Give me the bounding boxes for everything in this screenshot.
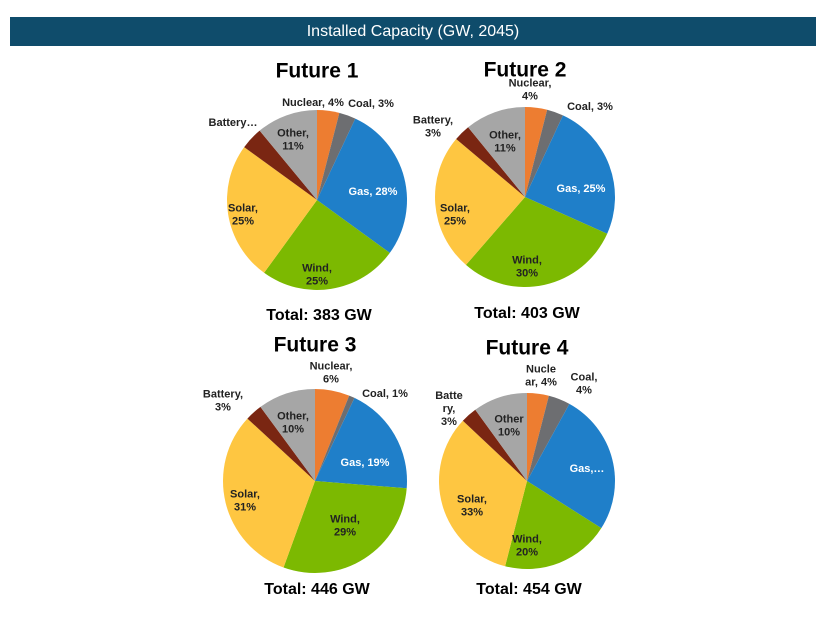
slice-label: Other 10% [494, 413, 524, 438]
chart-title: Future 4 [486, 337, 569, 360]
slice-label: Nuclear, 4% [509, 77, 552, 102]
slice-label: Wind, 30% [512, 254, 542, 279]
slice-label: Gas, 28% [349, 186, 398, 198]
total-label: Total: 454 GW [476, 581, 582, 598]
pie-slice [317, 118, 407, 253]
chart-title: Future 3 [274, 334, 357, 357]
slice-label: Coal, 4% [571, 371, 598, 396]
total-label: Total: 383 GW [266, 307, 372, 324]
pie-slice [317, 112, 356, 200]
pie-slice [264, 200, 390, 290]
pie-slice [223, 418, 315, 568]
slice-label: Solar, 33% [457, 493, 487, 518]
pie-slice [244, 130, 317, 200]
pie-slice [527, 403, 615, 529]
pie-slice [317, 110, 340, 200]
slice-label: Battery… [209, 117, 258, 129]
pie-slice [315, 395, 355, 481]
slice-label: Nuclear, 4% [282, 97, 344, 109]
chart-title: Future 2 [484, 59, 567, 82]
slice-label: Wind, 20% [512, 533, 542, 558]
pie-slice [527, 393, 549, 481]
slice-label: Battery,3% [203, 388, 243, 413]
slice-label: Solar, 31% [230, 488, 260, 513]
slice-label: Coal, 1% [362, 388, 408, 400]
total-label: Total: 446 GW [264, 581, 370, 598]
pie-slice [247, 406, 315, 481]
pie-slice [465, 197, 608, 287]
total-label: Total: 403 GW [474, 305, 580, 322]
pie-slice [468, 107, 525, 197]
header-title: Installed Capacity (GW, 2045) [307, 23, 520, 40]
pie-slice [315, 397, 407, 489]
pie-slice [315, 389, 350, 481]
slice-label: Wind, 29% [330, 513, 360, 538]
slice-label: Other, 11% [489, 129, 521, 154]
slice-label: Other, 11% [277, 127, 309, 152]
slice-label: Gas, 19% [341, 457, 390, 469]
pie-slice [439, 420, 527, 567]
pie-slice [462, 409, 527, 481]
pie-slice [525, 115, 615, 234]
slice-label: Nuclear, 6% [310, 360, 353, 385]
pie-slice [475, 393, 527, 481]
pie-slice [227, 147, 317, 273]
chart-title: Future 1 [276, 60, 359, 83]
pie-slice [435, 139, 525, 265]
pie-slice [260, 389, 315, 481]
header-bar [10, 17, 816, 46]
pie-slice [456, 127, 525, 197]
pie-slice [525, 107, 548, 197]
pie-slice [259, 109, 317, 200]
slice-label: Gas,… [570, 463, 605, 475]
slice-label: Coal, 3% [567, 101, 613, 113]
slice-label: Wind, 25% [302, 262, 332, 287]
pie-slice [505, 481, 602, 569]
pie-slice [525, 109, 563, 197]
slice-label: Solar, 25% [228, 202, 258, 227]
slice-label: Battery,3% [413, 114, 453, 139]
slice-label: Other, 10% [277, 410, 309, 435]
slice-label: Gas, 25% [557, 183, 606, 195]
pie-slice [283, 481, 407, 573]
slice-label: Solar, 25% [440, 202, 470, 227]
slice-label: Coal, 3% [348, 98, 394, 110]
pie-slice [527, 395, 570, 481]
